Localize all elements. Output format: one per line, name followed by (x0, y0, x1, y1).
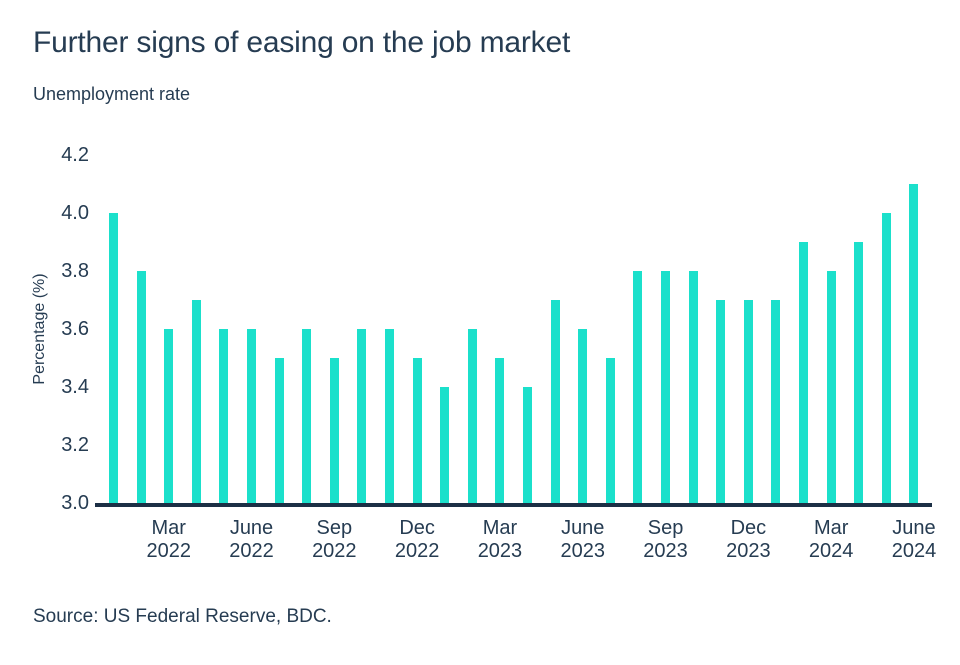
bar-mar-2022 (164, 329, 174, 503)
x-tick-month: Mar (151, 517, 186, 539)
x-tick-month: Dec (399, 517, 435, 539)
x-tick-year: 2023 (726, 540, 771, 562)
bar-jan-2022 (109, 213, 118, 503)
bar-may-2022 (219, 329, 229, 503)
x-tick-year: 2022 (229, 540, 274, 562)
bar-dec-2023 (743, 300, 753, 503)
bar-dec-2022 (412, 358, 422, 503)
x-tick-year: 2023 (643, 540, 688, 562)
x-tick-label: June 2023 (561, 517, 606, 563)
bar-aug-2022 (302, 329, 312, 503)
y-tick-label: 3.4 (61, 376, 89, 398)
bar-may-2023 (550, 300, 560, 503)
x-tick-month: June (892, 517, 936, 539)
unemployment-rate-chart: Percentage (%) 3.0 3.2 3.4 3.6 3.8 4.0 4.2 Mar 2… (31, 144, 936, 562)
bar-june-2022 (247, 329, 256, 503)
y-tick-label: 4.0 (61, 202, 89, 224)
bar-apr-2023 (523, 387, 533, 503)
x-tick-month: Sep (647, 517, 684, 539)
bar-feb-2023 (467, 329, 477, 503)
x-tick-month: June (561, 517, 605, 539)
y-tick-label: 3.6 (61, 318, 89, 340)
x-tick-month: Sep (316, 517, 353, 539)
bar-mar-2023 (495, 358, 505, 503)
page-title: Further signs of easing on the job marke… (33, 26, 571, 59)
bar-jan-2024 (771, 300, 781, 503)
x-tick-month: Mar (482, 517, 518, 539)
bar-nov-2023 (716, 300, 726, 503)
x-tick-label: Mar 2024 (809, 517, 854, 563)
x-tick-label: Sep 2023 (643, 517, 688, 563)
y-tick-label: 3.2 (61, 434, 89, 456)
bar-apr-2022 (191, 300, 201, 503)
bar-aug-2023 (633, 271, 643, 503)
bar-nov-2022 (385, 329, 395, 503)
x-tick-month: Mar (813, 517, 849, 539)
x-tick-label: June 2022 (229, 517, 274, 563)
bar-oct-2022 (357, 329, 367, 503)
x-tick-label: Mar 2023 (478, 517, 523, 563)
x-tick-year: 2023 (560, 540, 606, 562)
x-tick-year: 2022 (312, 540, 357, 562)
y-tick-label: 3.0 (61, 492, 89, 514)
plot-area: 3.0 3.2 3.4 3.6 3.8 4.0 4.2 Mar 2022 June 2022 Sep 2… (61, 144, 936, 562)
bar-jan-2023 (440, 387, 450, 503)
x-tick-year: 2024 (808, 540, 854, 562)
x-tick-year: 2022 (146, 540, 191, 562)
x-tick-year: 2022 (394, 540, 440, 562)
y-tick-label: 4.2 (61, 144, 89, 166)
source-note: Source: US Federal Reserve, BDC. (33, 606, 332, 627)
bar-may-2024 (881, 213, 891, 503)
bar-july-2022 (274, 358, 284, 503)
x-tick-month: June (229, 517, 274, 539)
bar-oct-2023 (688, 271, 698, 503)
y-tick-label: 3.8 (61, 260, 89, 282)
bar-feb-2022 (136, 271, 146, 503)
x-tick-label: Sep 2022 (312, 517, 357, 563)
bar-sep-2022 (329, 358, 339, 503)
x-tick-month: Dec (730, 517, 767, 539)
x-tick-year: 2023 (477, 540, 523, 562)
x-axis-line (95, 503, 932, 507)
x-tick-year: 2024 (891, 540, 937, 562)
x-tick-label: Dec 2022 (395, 517, 440, 563)
bar-june-2024 (909, 184, 919, 503)
bar-sep-2023 (661, 271, 671, 503)
bar-mar-2024 (826, 271, 836, 503)
bar-apr-2024 (854, 242, 864, 503)
x-tick-label: Dec 2023 (726, 517, 771, 563)
x-tick-label: Mar 2022 (146, 517, 191, 563)
chart-subtitle: Unemployment rate (33, 84, 191, 104)
bar-july-2023 (605, 358, 615, 503)
bar-feb-2024 (799, 242, 809, 503)
x-tick-label: June 2024 (892, 517, 937, 563)
bar-june-2023 (578, 329, 588, 503)
